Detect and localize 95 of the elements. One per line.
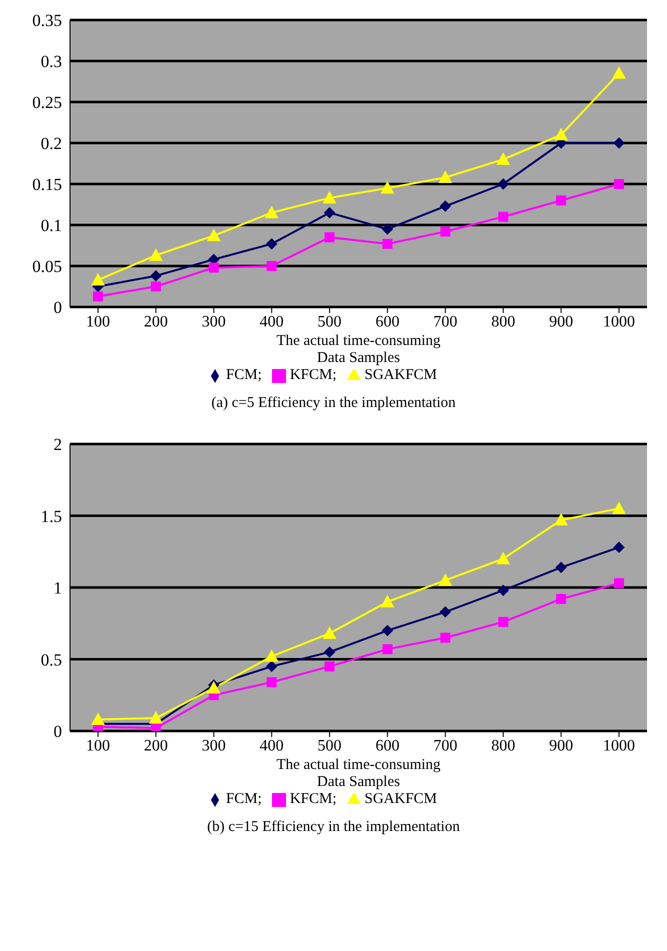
point [382, 644, 392, 654]
x-tick-label: 100 [86, 313, 110, 330]
point [498, 616, 508, 627]
point [382, 238, 392, 249]
point [614, 542, 624, 553]
point [496, 152, 510, 165]
point [556, 562, 567, 573]
point [440, 606, 451, 618]
y-tick-label: 0.2 [40, 134, 62, 154]
point [496, 552, 510, 564]
x-tick-label: 500 [318, 737, 342, 754]
x-tick-label: 800 [491, 313, 516, 330]
y-tick-label: 0 [54, 722, 62, 742]
y-tick-label: 0.5 [40, 650, 62, 670]
point [440, 226, 450, 237]
point [440, 632, 450, 643]
x-tick-label: 500 [318, 313, 342, 330]
x-tick-label: 200 [144, 313, 168, 330]
point [266, 677, 277, 688]
x-tick-label: 900 [549, 737, 574, 754]
point [150, 270, 162, 282]
y-tick-label: 2 [54, 435, 62, 454]
point [266, 238, 278, 250]
y-tick-label: 0.05 [32, 257, 62, 276]
y-tick-label: 0.25 [32, 93, 62, 112]
point [498, 212, 508, 222]
point [324, 232, 335, 242]
point [207, 681, 220, 694]
point [614, 578, 624, 588]
point [323, 626, 336, 639]
point [554, 514, 568, 526]
legend-label: SGAKFCM [364, 791, 438, 807]
point [149, 712, 162, 724]
legend-label: FCM; [226, 791, 262, 807]
legend-label: FCM; [226, 367, 262, 383]
x-tick-label: 300 [202, 313, 226, 330]
point [324, 207, 336, 218]
y-tick-label: 0 [54, 298, 62, 318]
x-tick-label: 700 [433, 737, 458, 754]
x-tick-label: 300 [202, 737, 226, 754]
point [265, 206, 278, 218]
point [323, 191, 336, 204]
point [440, 200, 451, 212]
y-tick-label: 1 [54, 578, 62, 598]
x-tick-label: 1000 [603, 313, 635, 330]
legend-label: KFCM; [290, 367, 336, 383]
point [554, 128, 568, 140]
x-tick-label: 100 [86, 737, 110, 754]
legend-label: SGAKFCM [364, 367, 438, 383]
point [208, 262, 219, 273]
y-tick-label: 0.35 [32, 11, 62, 30]
x-tick-label: 800 [491, 737, 516, 754]
point [498, 584, 509, 596]
x-tick-label: 200 [144, 737, 168, 754]
point [438, 574, 452, 586]
x-tick-label: 400 [260, 737, 284, 754]
point [265, 650, 278, 662]
x-tick-label: 900 [549, 313, 574, 330]
x-tick-label: 1000 [603, 737, 635, 754]
point [612, 502, 626, 514]
y-tick-label: 0.15 [32, 175, 62, 194]
point [266, 261, 277, 271]
point [92, 713, 104, 726]
x-axis-title: The actual time-consuming Data Samples [276, 757, 442, 790]
point [150, 282, 161, 292]
text: (a) c=5 Efficiency in the implementation [210, 395, 457, 412]
point [382, 224, 393, 235]
point [207, 229, 220, 242]
x-tick-label: 600 [375, 737, 400, 754]
point [556, 195, 566, 206]
x-tick-label: 700 [433, 313, 458, 330]
legend-label: KFCM; [290, 791, 336, 807]
point [92, 273, 104, 286]
point [149, 248, 162, 261]
point [93, 291, 103, 302]
x-tick-label: 400 [260, 313, 284, 330]
point [324, 646, 336, 658]
point [612, 66, 626, 79]
point [380, 595, 394, 608]
point [324, 661, 335, 672]
point [382, 625, 393, 636]
y-tick-label: 0.3 [40, 52, 62, 72]
y-tick-label: 1.5 [40, 506, 62, 526]
point [614, 179, 624, 189]
point [498, 178, 509, 190]
point [614, 138, 624, 148]
point [150, 723, 161, 731]
point [438, 170, 452, 183]
x-axis-title: The actual time-consuming Data Samples [276, 333, 442, 366]
point [266, 660, 278, 672]
text: (b) c=15 Efficiency in the implementation [206, 819, 461, 836]
x-tick-label: 600 [375, 313, 400, 330]
point [380, 182, 394, 194]
point [556, 594, 566, 604]
y-tick-label: 0.1 [40, 216, 62, 236]
